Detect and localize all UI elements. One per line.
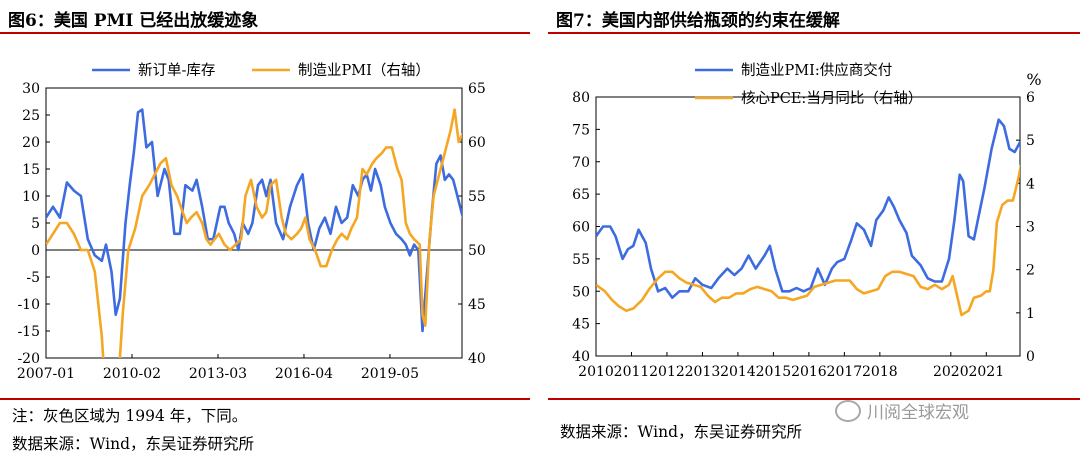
y-right-tick-label: 6	[1026, 90, 1035, 106]
x-tick-label: 2013	[685, 364, 721, 380]
y-left-tick-label: -20	[17, 351, 40, 367]
y-right-tick-label: 50	[468, 243, 486, 259]
y-right-tick-label: 55	[468, 189, 486, 205]
y-right-tick-label: 4	[1026, 176, 1035, 192]
legend-label-2: 核心PCE:当月同比（右轴）	[741, 90, 922, 107]
y-right-tick-label: 45	[468, 297, 486, 313]
watermark-text: 川阅全球宏观	[867, 403, 969, 423]
x-tick-label: 2011	[614, 364, 650, 380]
series-line-2	[46, 108, 462, 358]
x-tick-label: 2012	[649, 364, 685, 380]
y-right-tick-label: 65	[468, 81, 486, 97]
y-left-tick-label: 75	[572, 122, 590, 138]
y-left-tick-label: 10	[22, 189, 40, 205]
series-line-1	[596, 118, 1020, 299]
legend-label-1: 新订单-库存	[138, 62, 215, 79]
x-tick-label: 2007-01	[17, 366, 75, 382]
legend-label-2: 制造业PMI（右轴）	[298, 62, 430, 79]
left-source: 数据来源：Wind，东吴证券研究所	[12, 435, 255, 453]
y-left-tick-label: 0	[31, 243, 40, 259]
y-left-tick-label: 40	[572, 349, 590, 365]
plot-frame	[595, 96, 1021, 357]
y-left-tick-label: 25	[22, 108, 40, 124]
legend-label-1: 制造业PMI:供应商交付	[741, 61, 892, 79]
right-figure-title: 图7：美国内部供给瓶颈的约束在缓解	[556, 11, 840, 31]
y-left-tick-label: 50	[572, 284, 590, 300]
y-right-tick-label: 3	[1026, 220, 1035, 236]
x-tick-label: 2015	[756, 364, 792, 380]
y-right-tick-label: 60	[468, 135, 486, 151]
y-left-tick-label: -15	[17, 324, 40, 340]
x-tick-label: 2010	[578, 364, 614, 380]
x-tick-label: 2010-02	[103, 366, 161, 382]
left-note-rule	[0, 398, 530, 400]
y-left-tick-label: 55	[572, 252, 590, 268]
left-figure-title: 图6：美国 PMI 已经出放缓迹象	[8, 11, 259, 31]
y-right-tick-label: 1	[1026, 306, 1035, 322]
y-right-tick-label: 5	[1026, 133, 1035, 149]
y-left-tick-label: 65	[572, 187, 590, 203]
left-title-rule	[0, 32, 530, 34]
y-left-tick-label: 5	[31, 216, 40, 232]
y-left-tick-label: 70	[572, 155, 590, 171]
y-left-tick-label: -10	[17, 297, 40, 313]
x-tick-label: 2021	[968, 364, 1004, 380]
x-tick-label: 2013-03	[189, 366, 247, 382]
y-left-tick-label: -5	[26, 270, 40, 286]
y-left-tick-label: 30	[22, 81, 40, 97]
right-note-rule	[548, 398, 1080, 400]
watermark: 川阅全球宏观	[835, 398, 969, 423]
x-tick-label: 2016	[791, 364, 827, 380]
left-note: 注：灰色区域为 1994 年，下同。	[12, 407, 248, 425]
left-chart: 302520151050-5-10-15-206560555045402007-…	[17, 62, 486, 382]
series-line-2	[596, 163, 1020, 317]
y-right-tick-label: 40	[468, 351, 486, 367]
y-left-tick-label: 20	[22, 135, 40, 151]
right-title-rule	[548, 32, 1080, 34]
y-right-unit-label: %	[1026, 70, 1041, 89]
right-source: 数据来源：Wind，东吴证券研究所	[560, 423, 803, 441]
x-tick-label: 2014	[720, 364, 756, 380]
y-right-tick-label: 2	[1026, 263, 1035, 279]
x-tick-label: 2020	[933, 364, 969, 380]
x-tick-label: 2018	[862, 364, 898, 380]
x-tick-label: 2019-05	[361, 366, 419, 382]
y-left-tick-label: 15	[22, 162, 40, 178]
y-left-tick-label: 60	[572, 220, 590, 236]
plot-frame	[45, 87, 463, 359]
y-left-tick-label: 45	[572, 317, 590, 333]
wechat-icon	[835, 400, 861, 422]
series-line-1	[46, 108, 462, 333]
y-right-tick-label: 0	[1026, 349, 1035, 365]
y-left-tick-label: 80	[572, 90, 590, 106]
x-tick-label: 2017	[827, 364, 863, 380]
x-tick-label: 2016-04	[275, 366, 333, 382]
